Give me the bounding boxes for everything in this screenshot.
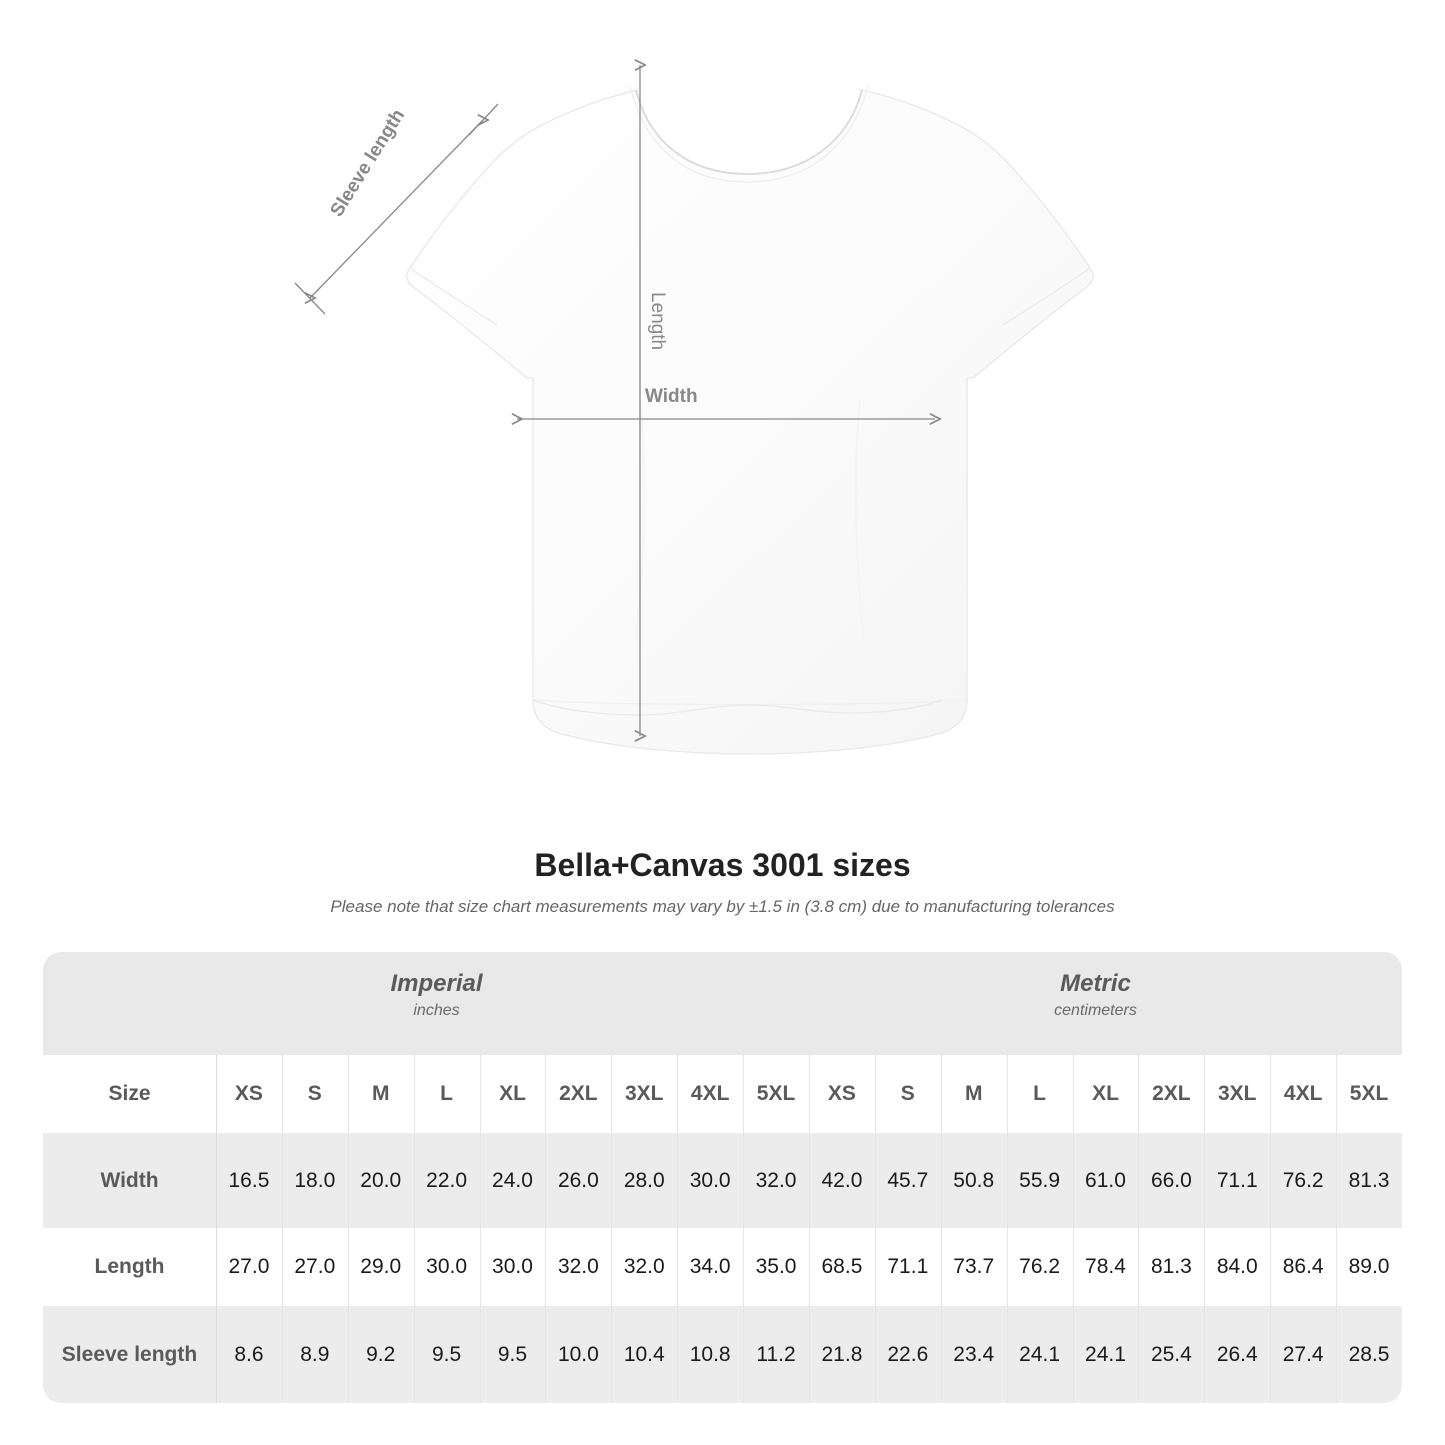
svg-text:Width: Width — [645, 386, 698, 407]
svg-text:Length: Length — [647, 292, 668, 350]
svg-text:Sleeve length: Sleeve length — [326, 106, 409, 221]
